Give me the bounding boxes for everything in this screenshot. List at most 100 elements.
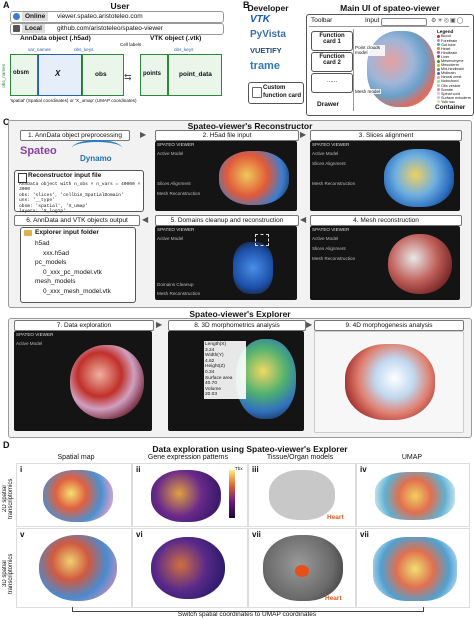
tile-v: v [16, 528, 132, 608]
computer-icon [13, 25, 20, 32]
colorbar-label: Tbx [235, 466, 243, 471]
arrow-2-3-icon: ▶ [300, 130, 307, 139]
ui-item-mesh-5: Mesh Reconstruction [157, 291, 201, 296]
obsm-text: obsm [13, 70, 30, 76]
legend-item: Notochord [437, 79, 471, 83]
tile-vii-tissue-label: vii [252, 530, 261, 539]
col-header-tissue: Tissue/Organ models [266, 454, 334, 461]
local-row[interactable]: Local github.com/aristoteleo/spateo-view… [10, 23, 224, 35]
tree-pc-file[interactable]: 0_xxx_pc_model.vtk [43, 268, 102, 276]
tile-vii-umap: vii [356, 528, 470, 608]
switch-bracket [72, 607, 424, 612]
selection-box[interactable] [255, 234, 269, 246]
function-card-more[interactable]: ...... [311, 73, 353, 93]
ui-item-active-3: Active Model [312, 151, 339, 156]
volume-label: Volume [205, 386, 221, 392]
height-value: 0.34 [205, 369, 215, 375]
legend-swatch [437, 75, 440, 79]
tile-ii: ii Tbx [132, 463, 248, 527]
embryo-point-cloud-image[interactable] [367, 31, 435, 107]
input-line-5: layers: 'X_log1p' [19, 209, 66, 215]
legend-swatch [437, 88, 440, 92]
tree-pc-models[interactable]: pc_models [35, 259, 67, 266]
reconstructor-title: Spateo-viewer's Reconstructor [187, 121, 313, 131]
legend-item: Mesoderm [437, 63, 471, 67]
legend-item: Mid-hindbrain [437, 67, 471, 71]
input-line-4: obsm: 'spatial', 'X_umap' [19, 203, 88, 209]
col-header-umap: UMAP [401, 454, 423, 461]
toolbar-row[interactable]: Toolbar Input ⚙☀◎▣◯ [309, 17, 469, 27]
points-text: points [143, 71, 161, 77]
blue-domain-image [233, 242, 273, 294]
panel-label-d: D [3, 440, 10, 450]
colorbar [229, 470, 235, 518]
legend-item: Gut tube [437, 43, 471, 47]
height-label: Height(Z) [205, 364, 225, 370]
legend-item-label: Midbrain [441, 71, 456, 76]
viewer-brand-3: SPATEO VIEWER [312, 142, 350, 147]
legend-swatch [437, 100, 440, 104]
folder-tree: h5ad xxx.h5ad pc_models 0_xxx_pc_model.v… [35, 239, 111, 296]
tile-ii-label: ii [136, 465, 141, 474]
local-url[interactable]: github.com/aristoteleo/spateo-viewer [57, 25, 163, 32]
dynamo-logo: Dynamo [80, 154, 112, 163]
spatial-map-3d-image [39, 535, 117, 601]
row-label-2d: 2D spatial transcriptomics [2, 478, 14, 520]
legend-item-label: Hindbrain [441, 50, 458, 55]
legend-item: Surface ectoderm [437, 96, 471, 100]
legend-title: Legend [437, 29, 454, 34]
legend-item-label: Mesoderm [441, 63, 459, 68]
legend-swatch [437, 67, 440, 71]
card-icon [252, 87, 262, 98]
obs-text: obs [95, 71, 107, 78]
step-6: 6. AnnData and VTK objects output [14, 215, 140, 226]
online-url[interactable]: viewer.spateo.aristoteleo.com [57, 13, 143, 20]
legend-item: Yolk sac [437, 100, 471, 104]
legend-item-label: Mid-hindbrain [441, 67, 465, 72]
var-names-label: var_names [28, 47, 51, 52]
function-card-2[interactable]: Function card 2 [311, 52, 353, 72]
x-matrix: X [38, 54, 82, 96]
legend-item-label: Neural crest [441, 75, 462, 80]
input-field[interactable] [381, 18, 427, 26]
tree-mesh-file[interactable]: 0_xxx_mesh_model.vtk [43, 287, 111, 295]
obs-names-label: obs_names [1, 64, 6, 88]
point-data-block: point_data [168, 54, 222, 96]
tile-vii-tissue: vii Heart [248, 528, 356, 608]
toolbar-icons[interactable]: ⚙☀◎▣◯ [431, 18, 465, 24]
tree-h5ad-file[interactable]: xxx.h5ad [43, 249, 70, 257]
function-card-1-label: Function card 1 [319, 33, 345, 45]
panel-label-a: A [3, 0, 10, 10]
legend-swatch [437, 43, 440, 47]
explorer-title: Spateo-viewer's Explorer [189, 309, 291, 319]
custom-function-card[interactable]: Custom function card [248, 82, 304, 104]
legend-item-label: Spinal cord [441, 91, 460, 96]
tile-iii-label: iii [252, 465, 259, 474]
vtk-logo: VTK [250, 14, 270, 25]
tree-mesh-models[interactable]: mesh_models [35, 278, 76, 285]
legend-item: Spinal cord [437, 92, 471, 96]
function-card-1[interactable]: Function card 1 [311, 31, 353, 51]
step-5: 5. Domains cleanup and reconstruction [155, 215, 299, 226]
ui-item-align-4: Slices Alignment [312, 246, 346, 251]
point-data-text: point_data [179, 71, 212, 78]
heart-label-2d: Heart [327, 514, 344, 521]
container-label: Container [435, 104, 466, 111]
tile-vii-umap-label: vii [360, 530, 369, 539]
ui-item-active-7: Active Model [16, 341, 43, 346]
online-row[interactable]: Online viewer.spateo.aristoteleo.com [10, 11, 224, 23]
file-icon [18, 173, 27, 183]
mesh-model-label: Mesh model [355, 89, 381, 95]
domains-cleanup-screenshot: SPATEO VIEWER Active Model Domains Clean… [155, 226, 297, 300]
legend-item: Neural crest [437, 75, 471, 79]
length-value: 3.24 [205, 347, 215, 353]
tile-vi-label: vi [136, 530, 143, 539]
panel-label-b: B [243, 0, 250, 10]
drawer-label: Drawer [317, 101, 340, 108]
arrow-1-2-icon: ▶ [140, 130, 147, 139]
morphogenesis-screenshot [314, 331, 464, 433]
viewer-brand-5: SPATEO VIEWER [157, 227, 195, 232]
spatial-map-2d-image [43, 470, 113, 522]
tree-h5ad[interactable]: h5ad [35, 240, 50, 247]
legend-swatch [437, 59, 440, 63]
